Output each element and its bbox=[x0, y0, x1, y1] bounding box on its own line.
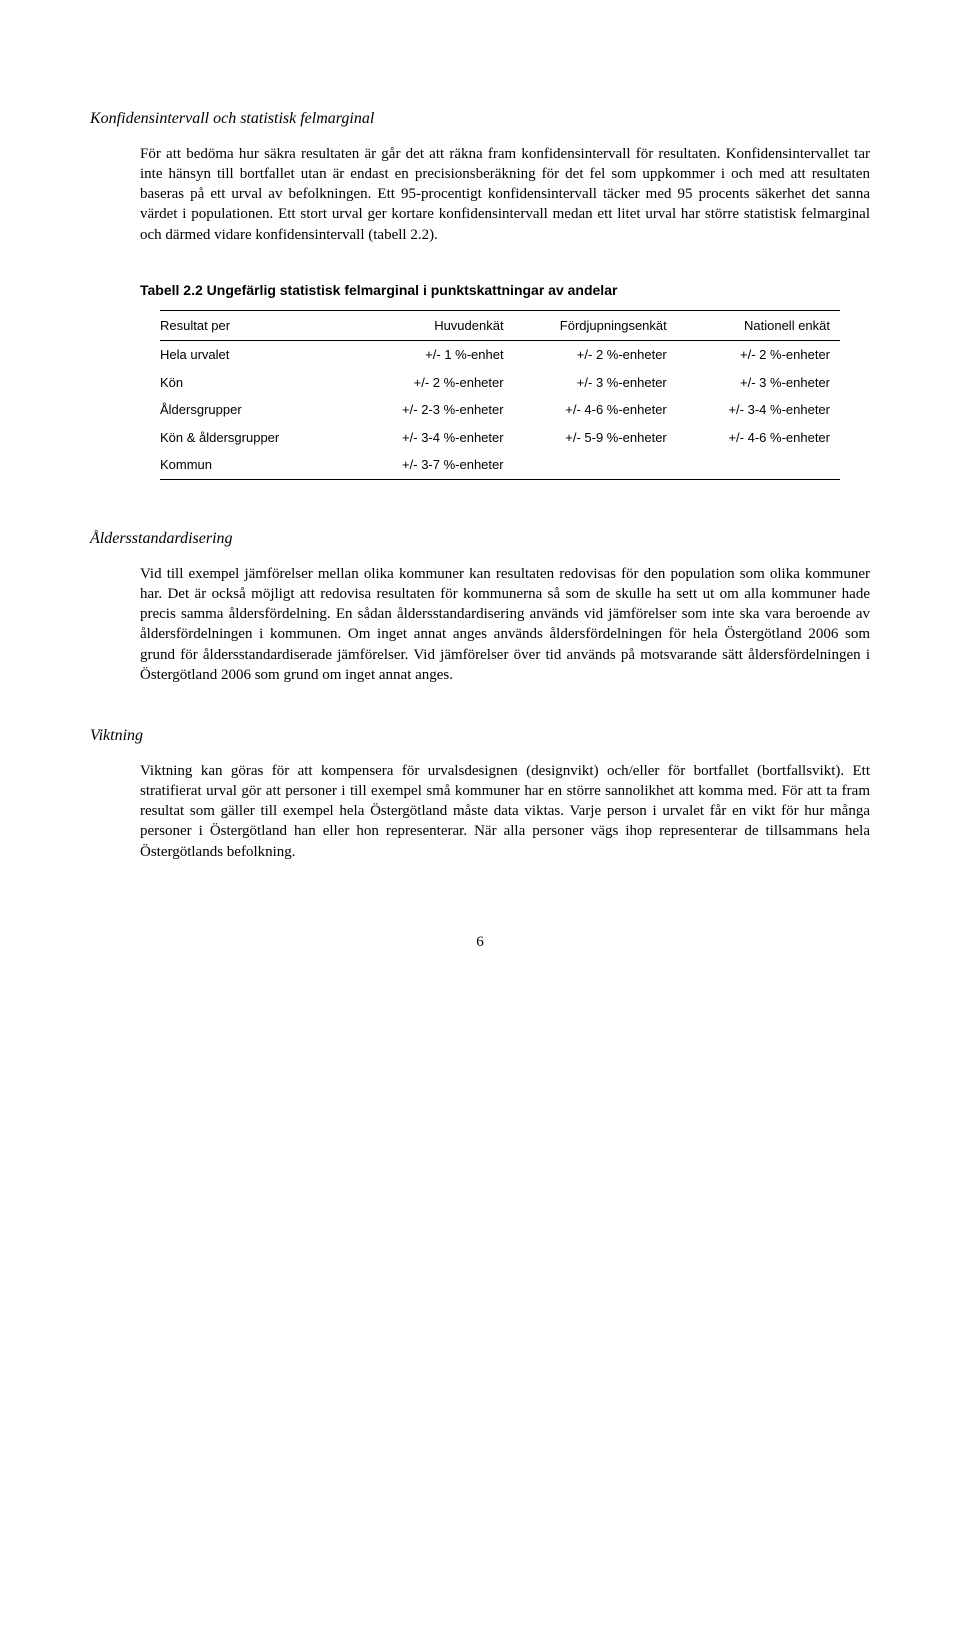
cell-value bbox=[677, 451, 840, 479]
cell-value: +/- 3-7 %-enheter bbox=[350, 451, 513, 479]
th-nationell-enkat: Nationell enkät bbox=[677, 310, 840, 341]
section-heading-aldersstandardisering: Åldersstandardisering bbox=[90, 528, 870, 550]
table-row: Kön & åldersgrupper +/- 3-4 %-enheter +/… bbox=[160, 424, 840, 452]
cell-value: +/- 1 %-enhet bbox=[350, 341, 513, 369]
table-row: Hela urvalet +/- 1 %-enhet +/- 2 %-enhet… bbox=[160, 341, 840, 369]
cell-value: +/- 2 %-enheter bbox=[677, 341, 840, 369]
cell-value: +/- 4-6 %-enheter bbox=[677, 424, 840, 452]
cell-label: Kommun bbox=[160, 451, 350, 479]
th-huvudenkat: Huvudenkät bbox=[350, 310, 513, 341]
table-row: Åldersgrupper +/- 2-3 %-enheter +/- 4-6 … bbox=[160, 396, 840, 424]
cell-value: +/- 3 %-enheter bbox=[514, 369, 677, 397]
cell-value: +/- 5-9 %-enheter bbox=[514, 424, 677, 452]
table-title: Tabell 2.2 Ungefärlig statistisk felmarg… bbox=[140, 281, 870, 300]
table-row: Kön +/- 2 %-enheter +/- 3 %-enheter +/- … bbox=[160, 369, 840, 397]
para-aldersstandardisering: Vid till exempel jämförelser mellan olik… bbox=[140, 564, 870, 686]
section-heading-konfidensintervall: Konfidensintervall och statistisk felmar… bbox=[90, 108, 870, 130]
cell-label: Kön & åldersgrupper bbox=[160, 424, 350, 452]
cell-label: Åldersgrupper bbox=[160, 396, 350, 424]
table-header-row: Resultat per Huvudenkät Fördjupningsenkä… bbox=[160, 310, 840, 341]
cell-value bbox=[514, 451, 677, 479]
page-number: 6 bbox=[90, 932, 870, 952]
th-fordjupningsenkat: Fördjupningsenkät bbox=[514, 310, 677, 341]
cell-value: +/- 4-6 %-enheter bbox=[514, 396, 677, 424]
cell-value: +/- 2 %-enheter bbox=[514, 341, 677, 369]
cell-value: +/- 3-4 %-enheter bbox=[350, 424, 513, 452]
cell-label: Kön bbox=[160, 369, 350, 397]
cell-label: Hela urvalet bbox=[160, 341, 350, 369]
cell-value: +/- 3 %-enheter bbox=[677, 369, 840, 397]
felmarginal-table: Resultat per Huvudenkät Fördjupningsenkä… bbox=[160, 310, 840, 480]
cell-value: +/- 2-3 %-enheter bbox=[350, 396, 513, 424]
cell-value: +/- 3-4 %-enheter bbox=[677, 396, 840, 424]
section-heading-viktning: Viktning bbox=[90, 725, 870, 747]
para-viktning: Viktning kan göras för att kompensera fö… bbox=[140, 761, 870, 862]
cell-value: +/- 2 %-enheter bbox=[350, 369, 513, 397]
table-row: Kommun +/- 3-7 %-enheter bbox=[160, 451, 840, 479]
para-konfidensintervall: För att bedöma hur säkra resultaten är g… bbox=[140, 144, 870, 245]
th-resultat-per: Resultat per bbox=[160, 310, 350, 341]
